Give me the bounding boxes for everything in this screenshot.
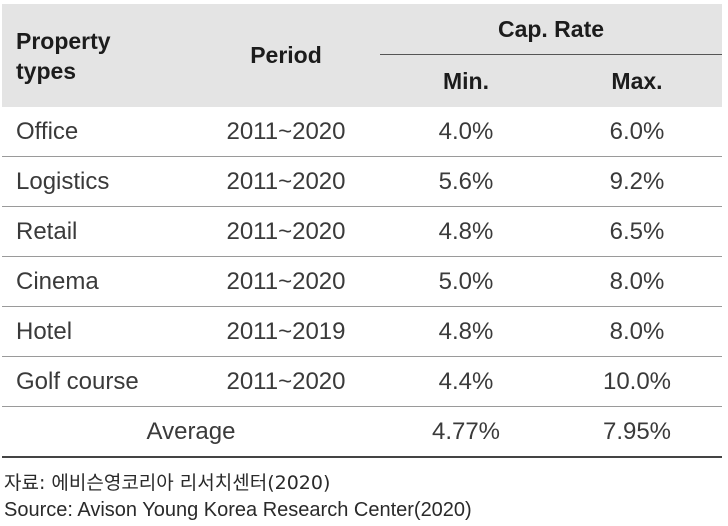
- min-header: Min.: [380, 54, 552, 107]
- average-max-cell: 7.95%: [552, 406, 722, 458]
- period-cell: 2011~2020: [226, 117, 346, 145]
- cap-rate-header: Cap. Rate: [380, 4, 722, 55]
- min-cell: 4.0%: [438, 117, 494, 145]
- table-row: Golf course 2011~2020 4.4% 10.0%: [2, 356, 722, 407]
- property-type-cell: Golf course: [2, 356, 192, 407]
- property-type-cell: Retail: [2, 206, 192, 257]
- property-type-cell: Cinema: [2, 256, 192, 307]
- min-cell: 4.8%: [380, 206, 552, 257]
- min-cell: 5.0%: [380, 256, 552, 307]
- period-cell: 2011~2020: [192, 206, 380, 257]
- table-row: Retail 2011~2020 4.8% 6.5%: [2, 206, 722, 257]
- table-body: Office 2011~2020 4.0% 6.0% Logistics 201…: [2, 107, 722, 458]
- max-cell: 6.0%: [609, 117, 665, 145]
- average-min-cell: 4.77%: [380, 406, 552, 458]
- period-cell: 2011~2019: [192, 306, 380, 357]
- property-type-cell: Office: [16, 117, 79, 145]
- table-row: Cinema 2011~2020 5.0% 8.0%: [2, 256, 722, 307]
- min-cell: 5.6%: [380, 156, 552, 207]
- max-cell: 8.0%: [552, 256, 722, 307]
- max-cell: 10.0%: [552, 356, 722, 407]
- table-row: Logistics 2011~2020 5.6% 9.2%: [2, 156, 722, 207]
- average-label: Average: [2, 406, 380, 458]
- period-cell: 2011~2020: [192, 356, 380, 407]
- table-row: Office 2011~2020 4.0% 6.0%: [2, 107, 722, 157]
- property-type-cell: Logistics: [2, 156, 192, 207]
- average-row: Average 4.77% 7.95%: [2, 406, 722, 458]
- property-types-header: Property types: [2, 4, 192, 107]
- property-types-header-line1: Property: [16, 27, 111, 54]
- max-header: Max.: [552, 54, 722, 107]
- max-cell: 9.2%: [552, 156, 722, 207]
- period-header: Period: [192, 4, 380, 107]
- min-cell: 4.8%: [380, 306, 552, 357]
- property-types-header-line2: types: [16, 57, 77, 84]
- source-korean: 자료: 에비슨영코리아 리서치센터(2020): [4, 472, 331, 494]
- cap-rate-table: Property types Period Cap. Rate Min. Max.…: [2, 4, 722, 458]
- min-cell: 4.4%: [380, 356, 552, 407]
- source-english: Source: Avison Young Korea Research Cent…: [4, 499, 472, 521]
- property-type-cell: Hotel: [2, 306, 192, 357]
- max-cell: 6.5%: [552, 206, 722, 257]
- period-cell: 2011~2020: [192, 156, 380, 207]
- period-cell: 2011~2020: [192, 256, 380, 307]
- max-cell: 8.0%: [552, 306, 722, 357]
- table-row: Hotel 2011~2019 4.8% 8.0%: [2, 306, 722, 357]
- table-header: Property types Period Cap. Rate Min. Max.: [2, 4, 722, 107]
